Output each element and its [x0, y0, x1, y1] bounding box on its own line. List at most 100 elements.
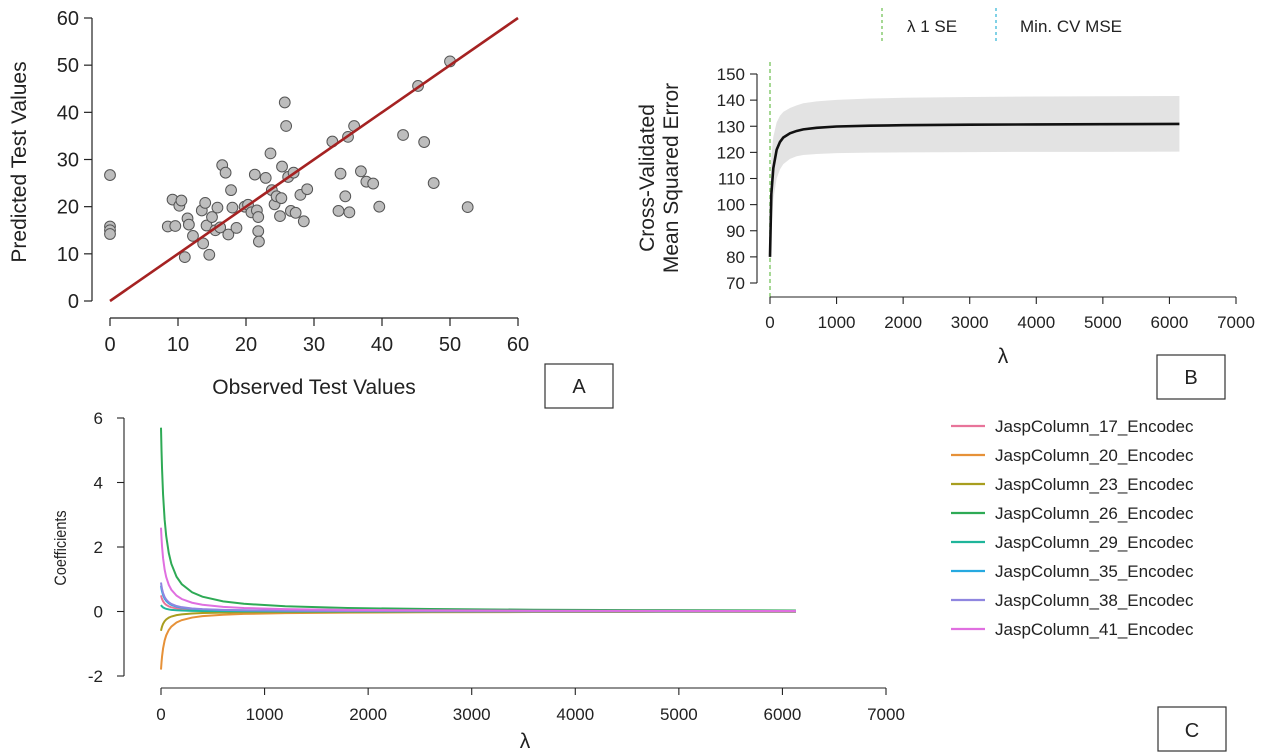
panel-a-x-tick-label: 50 — [439, 334, 461, 356]
panel-a-data-point — [367, 177, 380, 190]
panel-c-x-tick-label: 3000 — [453, 705, 491, 724]
panel-a-data-point — [225, 184, 237, 197]
panel-b-x-tick-label: 5000 — [1084, 313, 1122, 332]
panel-a-data-point — [355, 165, 367, 178]
panel-b-y-tick-label: 140 — [717, 91, 745, 110]
panel-a-data-point — [276, 160, 288, 173]
panel-c-legend-label: JaspColumn_38_Encodec — [995, 591, 1194, 610]
panel-b-y-axis-label-line2: Mean Squared Error — [660, 83, 683, 273]
panel-a-data-point — [339, 190, 352, 203]
panel-c-legend-label: JaspColumn_23_Encodec — [995, 475, 1194, 494]
panel-b-y-tick-label: 110 — [718, 170, 745, 189]
panel-a-data-point — [334, 167, 347, 180]
panel-b-y-tick-label: 150 — [717, 65, 745, 84]
panel-c-legend-label: JaspColumn_20_Encodec — [995, 446, 1194, 465]
panel-b-label: B — [1184, 367, 1197, 389]
panel-a-x-tick-label: 10 — [167, 334, 189, 356]
panel-a-data-point — [332, 205, 345, 217]
panel-a-data-point — [343, 206, 356, 219]
panel-c-series-line — [160, 610, 796, 670]
panel-a-label-box — [544, 363, 614, 409]
panel-c-axes: -2 0 2 4 6 0 1000 2000 3000 4000 5000 6000 7000 — [88, 409, 905, 724]
panel-a-data-point — [427, 177, 440, 189]
panel-b-x-tick-label: 2000 — [884, 313, 922, 332]
panel-a-data-point — [219, 166, 232, 179]
panel-a-data-point — [259, 171, 272, 184]
panel-a-data-point — [226, 201, 239, 214]
panel-a-data-point — [187, 230, 199, 242]
panel-a-data-point — [278, 96, 291, 109]
panel-c-legend-label: JaspColumn_26_Encodec — [995, 504, 1194, 523]
panel-a-x-tick-label: 30 — [303, 334, 325, 356]
panel-a-data-point — [253, 235, 265, 248]
panel-a-x-tick-label: 0 — [104, 334, 115, 356]
panel-a-data-point — [274, 210, 286, 223]
panel-b-x-axis-label: λ — [998, 345, 1009, 368]
panel-c-x-tick-label: 1000 — [246, 705, 284, 724]
panel-b-confidence-band — [770, 95, 1180, 283]
panel-b-cv-mse: 70 80 90 100 110 120 130 140 150 0 1000 2000 3000 400… — [636, 8, 1255, 400]
panel-a-data-point — [230, 221, 243, 234]
panel-a-y-tick-label: 60 — [57, 8, 79, 30]
panel-a-y-tick-label: 0 — [68, 291, 79, 313]
panel-a-data-point — [373, 200, 386, 213]
panel-b-y-tick-label: 90 — [726, 222, 745, 241]
panel-b-label-box — [1156, 354, 1226, 400]
panel-c-series-line — [160, 527, 796, 613]
panel-a-y-tick-label: 50 — [57, 55, 79, 77]
panel-a-data-point — [289, 206, 302, 219]
panel-a-y-tick-label: 10 — [57, 244, 79, 266]
panel-b-legend-label: λ 1 SE — [907, 17, 957, 36]
panel-b-y-tick-label: 100 — [717, 196, 745, 215]
panel-b-x-tick-label: 7000 — [1217, 313, 1255, 332]
panel-a-data-point — [264, 147, 277, 160]
panel-a-data-point — [206, 211, 218, 223]
panel-c-label: C — [1185, 720, 1199, 742]
panel-c-coefficients: -2 0 2 4 6 0 1000 2000 3000 4000 5000 6000 7000 λ Co… — [52, 409, 1227, 753]
panel-b-x-tick-label: 1000 — [818, 313, 856, 332]
panel-b-y-tick-label: 70 — [726, 274, 745, 293]
panel-c-y-tick-label: 6 — [94, 409, 103, 428]
panel-b-y-tick-label: 120 — [717, 143, 745, 162]
panel-b-axes: 70 80 90 100 110 120 130 140 150 0 1000 2000 3000 400… — [717, 65, 1255, 332]
panel-c-y-tick-label: -2 — [88, 667, 103, 686]
panel-c-series-line — [160, 582, 796, 613]
panel-c-legend-label: JaspColumn_29_Encodec — [995, 533, 1194, 552]
panel-a-data-point — [297, 215, 310, 228]
panel-a-data-point — [211, 201, 224, 214]
panel-c-y-tick-label: 0 — [94, 603, 103, 622]
panel-a-data-point — [222, 228, 235, 241]
panel-c-x-tick-label: 4000 — [556, 705, 594, 724]
panel-b-x-tick-label: 4000 — [1017, 313, 1055, 332]
panel-a-data-point — [203, 248, 216, 261]
panel-a-data-point — [461, 201, 474, 214]
panel-c-legend: JaspColumn_17_Encodec JaspColumn_20_Encod… — [951, 417, 1194, 639]
panel-a-axes: 0 10 20 30 40 50 60 0 10 20 30 40 50 60 — [57, 8, 529, 356]
panel-c-x-tick-label: 6000 — [764, 705, 802, 724]
panel-a-x-tick-label: 20 — [235, 334, 257, 356]
panel-a-y-tick-label: 20 — [57, 197, 79, 219]
panel-b-legend-label: Min. CV MSE — [1020, 17, 1122, 36]
panel-c-x-tick-label: 0 — [156, 705, 165, 724]
panel-a-data-point — [252, 211, 265, 223]
panel-a-data-point — [178, 251, 191, 264]
panel-b-x-tick-label: 3000 — [951, 313, 989, 332]
panel-a-points — [104, 55, 474, 264]
panel-a-reference-line — [109, 16, 519, 303]
panel-c-x-tick-label: 5000 — [660, 705, 698, 724]
panel-a-data-point — [169, 220, 182, 232]
panel-b-y-tick-label: 130 — [717, 117, 745, 136]
panel-a-data-point — [280, 120, 293, 132]
panel-a-data-point — [104, 228, 116, 240]
panel-c-label-box — [1157, 706, 1227, 752]
panel-c-y-tick-label: 4 — [94, 474, 103, 493]
panel-c-coefficient-lines — [160, 427, 796, 670]
panel-a-x-tick-label: 60 — [507, 334, 529, 356]
panel-c-series-line — [160, 427, 796, 612]
panel-a-data-point — [397, 129, 409, 141]
panel-a-data-point — [275, 192, 288, 205]
panel-b-x-tick-label: 6000 — [1151, 313, 1189, 332]
panel-a-data-point — [199, 196, 212, 209]
panel-a-data-point — [104, 169, 116, 181]
